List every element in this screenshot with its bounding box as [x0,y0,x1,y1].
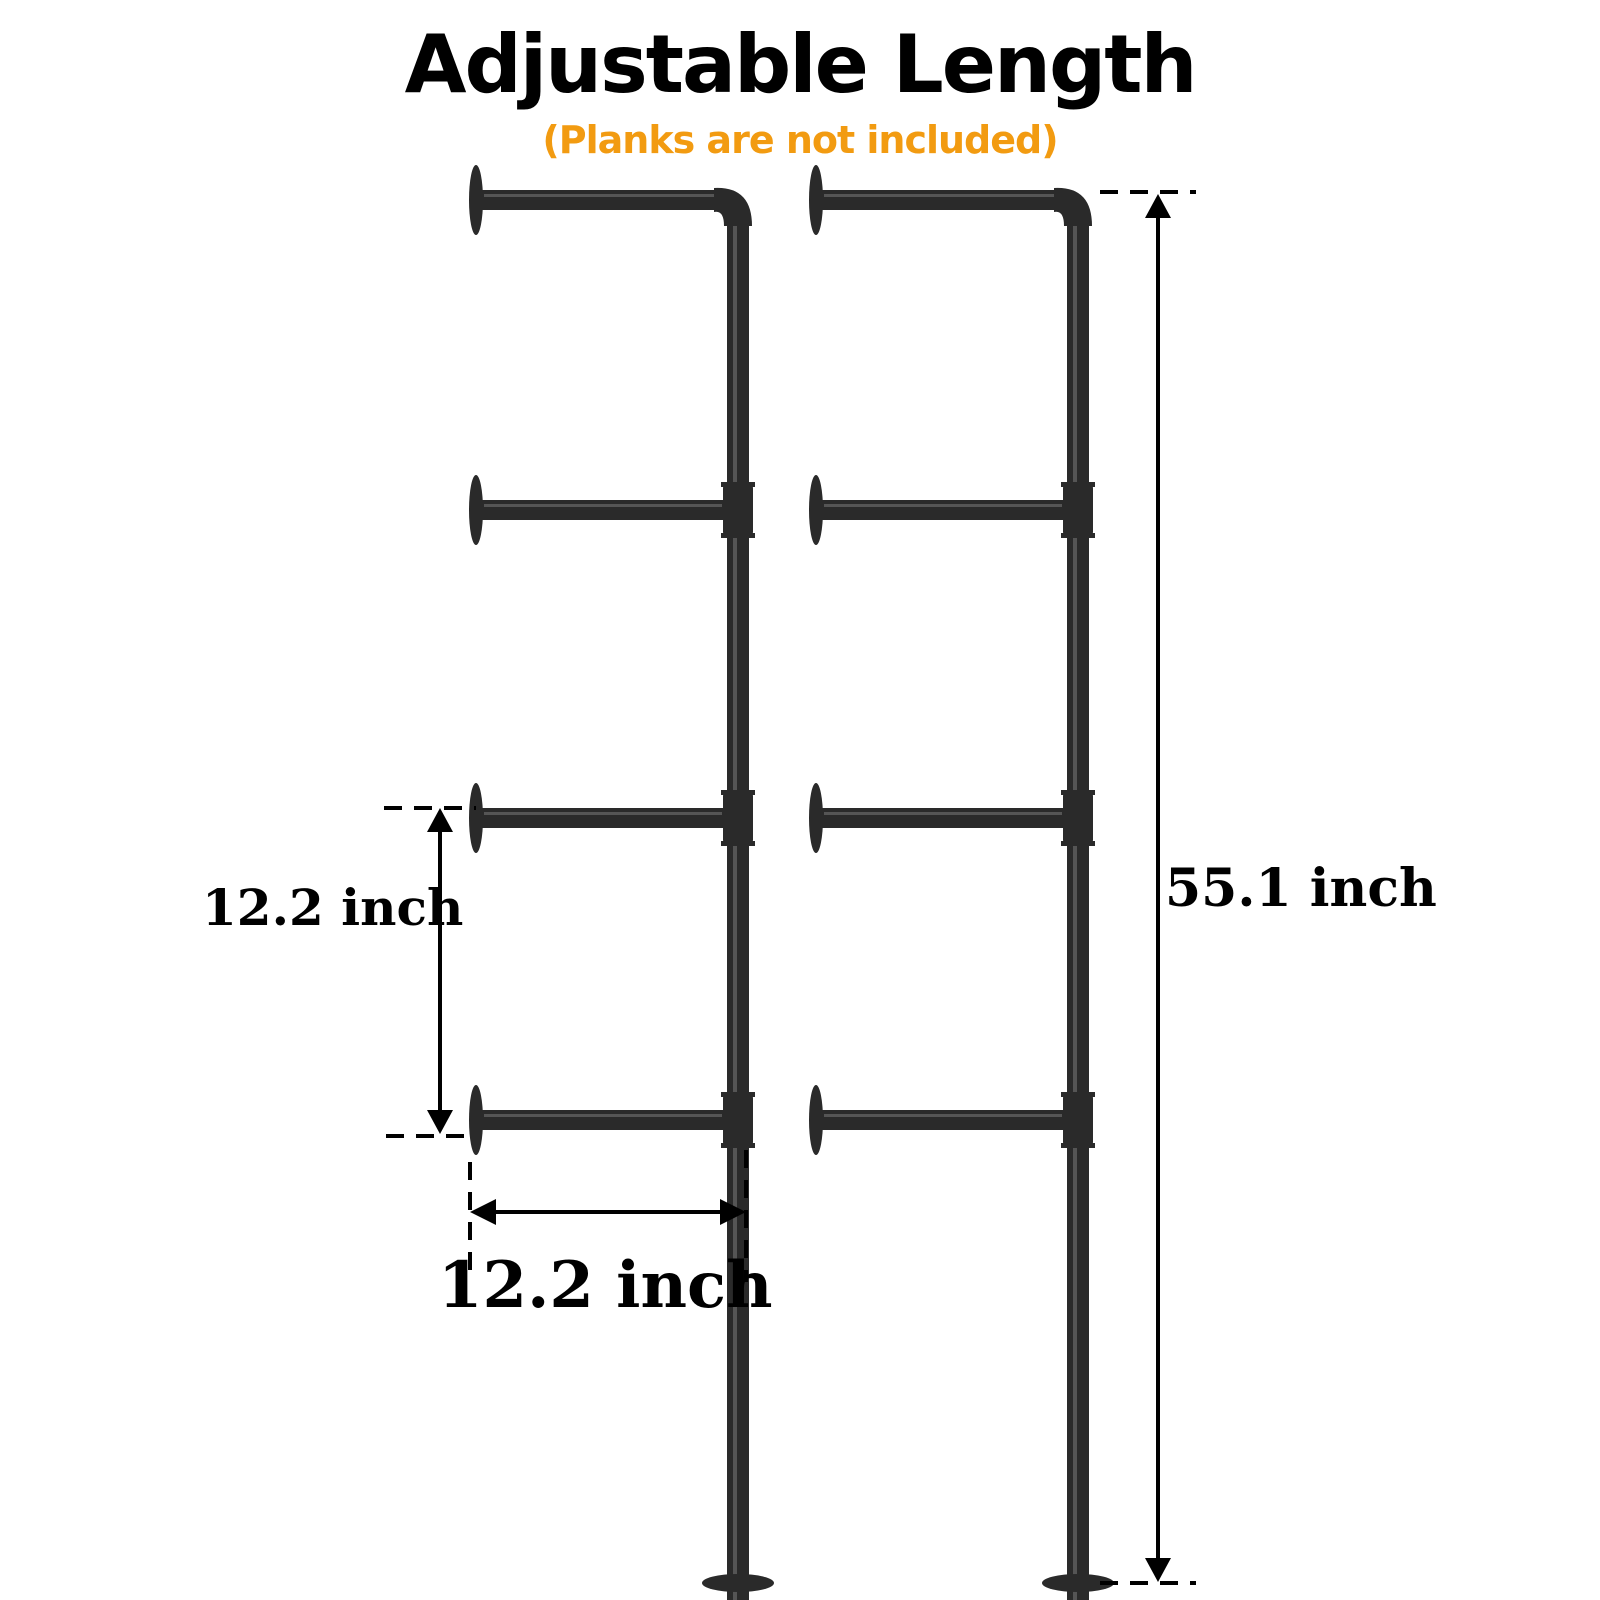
shelf-arm [820,1110,1066,1130]
pipe-elbow-icon [714,187,752,226]
arm-highlight [824,1114,1062,1117]
post-highlight [733,220,737,1600]
floor-flange-icon [702,1574,774,1592]
total-height-label: 55.1 inch [1165,858,1437,919]
shelf-arm [480,190,726,210]
wall-flange-icon [809,783,823,853]
arm-highlight [824,504,1062,507]
pipe-elbow-icon [1054,187,1092,226]
tee-collar-top [721,482,755,487]
shelf-arm [820,500,1066,520]
wall-flange-icon [809,165,823,235]
spacing-arrow-bottom [427,1110,453,1134]
tee-collar-top [721,790,755,795]
pipe-tee-icon [723,1094,753,1146]
vertical-post [727,212,749,1600]
shelf-depth-label: 12.2 inch [438,1248,773,1323]
shelf-arm [480,808,726,828]
wall-flange-icon [469,1085,483,1155]
pipe-tee-icon [1063,1094,1093,1146]
tee-collar-bottom [1061,841,1095,846]
pipe-racks [469,165,1114,1600]
wall-flange-icon [809,475,823,545]
tee-collar-top [1061,790,1095,795]
arm-highlight [824,194,1062,197]
tee-collar-bottom [721,1143,755,1148]
floor-flange-icon [1042,1574,1114,1592]
shelf-arm [820,190,1066,210]
tee-collar-top [1061,1092,1095,1097]
arm-highlight [484,504,722,507]
arm-highlight [824,812,1062,815]
dimension-lines [384,190,1196,1585]
shelf-arm [820,808,1066,828]
wall-flange-icon [469,165,483,235]
tee-collar-bottom [1061,533,1095,538]
wall-flange-icon [809,1085,823,1155]
pipe-tee-icon [1063,484,1093,536]
arm-highlight [484,194,722,197]
pipe-rack-2 [809,165,1114,1600]
arm-highlight [484,1114,722,1117]
tee-collar-bottom [721,841,755,846]
page-subtitle: (Planks are not included) [542,118,1058,162]
post-highlight [1073,220,1077,1600]
height-arrow-top [1145,194,1171,218]
shelf-arm [480,500,726,520]
depth-arrow-left [470,1199,496,1225]
tee-collar-top [1061,482,1095,487]
pipe-tee-icon [723,792,753,844]
wall-flange-icon [469,475,483,545]
depth-arrow-right [720,1199,746,1225]
pipe-rack-1 [469,165,774,1600]
wall-flange-icon [469,783,483,853]
spacing-arrow-top [427,808,453,832]
pipe-tee-icon [723,484,753,536]
pipe-tee-icon [1063,792,1093,844]
tee-collar-top [721,1092,755,1097]
arm-highlight [484,812,722,815]
page-title: Adjustable Length [404,18,1198,111]
shelf-spacing-label: 12.2 inch [202,878,464,937]
shelf-arm [480,1110,726,1130]
tee-collar-bottom [721,533,755,538]
height-arrow-bottom [1145,1558,1171,1582]
vertical-post [1067,212,1089,1600]
tee-collar-bottom [1061,1143,1095,1148]
